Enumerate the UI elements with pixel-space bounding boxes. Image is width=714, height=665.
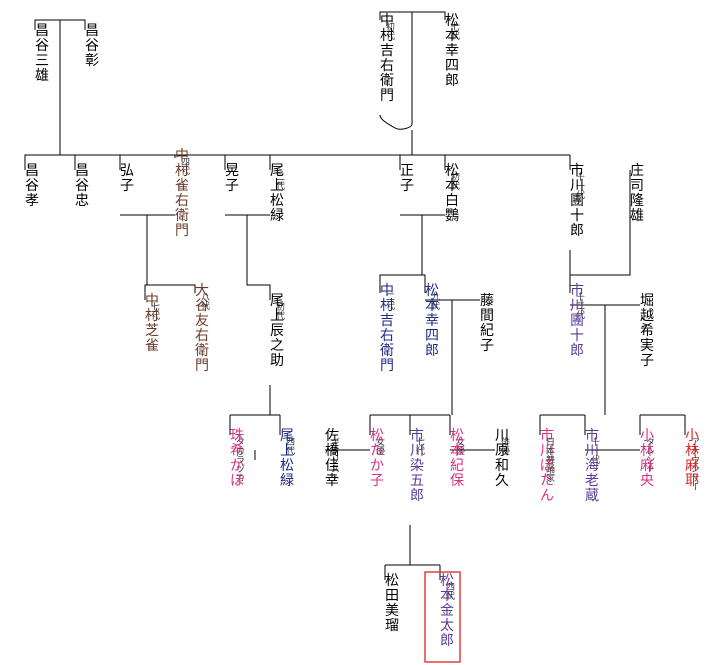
node-text: 晃子	[225, 162, 239, 193]
node-text: 松本金太郎	[440, 572, 454, 648]
node-text: 松本白鸚	[445, 162, 459, 223]
node-n20: 藤間紀子	[480, 292, 494, 353]
node-n03: 初代中村吉右衛門	[380, 12, 395, 103]
node-text: 中村雀右衛門	[175, 147, 189, 238]
node-text: 松田美瑠	[385, 572, 399, 633]
node-n12: 初代松本白鸚	[445, 162, 460, 223]
node-text: 松本紀保	[450, 427, 464, 488]
node-n02: 昌谷彰	[85, 22, 99, 68]
node-text: 中村芝雀	[145, 292, 159, 353]
node-text: 川原和久	[495, 427, 509, 488]
node-text: 市川染五郎	[410, 427, 424, 503]
node-n11: 正子	[400, 162, 414, 193]
node-n06: 昌谷忠	[75, 162, 89, 208]
node-text: 大谷友右衛門	[195, 282, 209, 373]
node-text: 昌谷孝	[25, 162, 39, 208]
node-text: 昌谷彰	[85, 22, 99, 68]
node-n01: 昌谷三雄	[35, 22, 49, 83]
node-n10: 二代尾上松緑	[270, 162, 285, 223]
node-n19: 九代松本幸四郎	[425, 282, 440, 358]
family-tree-diagram: 昌谷三雄 昌谷彰 初代中村吉右衛門 七代松本幸四郎昌谷孝 昌谷忠 弘子 四代中村雀右衛門 晃子…	[0, 0, 714, 665]
node-n30: 日本舞踊家市川ぼたん	[540, 427, 555, 503]
node-text: 藤間紀子	[480, 292, 494, 353]
node-n07: 弘子	[120, 162, 134, 193]
node-n32: タレント小林麻央	[640, 427, 655, 488]
node-n24: 四代尾上松緑	[280, 427, 295, 488]
node-n09: 晃子	[225, 162, 239, 193]
node-text: 昌谷忠	[75, 162, 89, 208]
node-text: 珠希かほ	[230, 427, 244, 488]
node-text: 尾上松緑	[270, 162, 284, 223]
node-n33: アナウンサー小林麻耶	[685, 427, 700, 491]
node-n17: 初代尾上辰之助	[270, 292, 285, 368]
node-text: 松本幸四郎	[425, 282, 439, 358]
node-text: 松本幸四郎	[445, 12, 459, 88]
node-n08: 四代中村雀右衛門	[175, 147, 190, 238]
node-n22: 堀越希実子	[640, 292, 654, 368]
node-n14: 庄司隆雄	[630, 162, 644, 223]
node-text: 庄司隆雄	[630, 162, 644, 223]
node-text: 小林麻耶	[685, 427, 699, 488]
node-n29: 俳優川原和久	[495, 427, 510, 488]
node-n15: 七代中村芝雀	[145, 292, 160, 353]
node-n13: 十一代市川團十郎	[570, 162, 585, 238]
node-text: 市川ぼたん	[540, 427, 554, 503]
node-text: 尾上辰之助	[270, 292, 284, 368]
node-n28: 女優松本紀保	[450, 427, 465, 488]
node-n34: 松田美瑠	[385, 572, 399, 633]
node-n18: 二代中村吉右衛門	[380, 282, 395, 373]
node-n27: 七代市川染五郎	[410, 427, 425, 503]
node-n04: 七代松本幸四郎	[445, 12, 460, 88]
node-text: 小林麻央	[640, 427, 654, 488]
node-text: 市川團十郎	[570, 282, 584, 358]
node-text: 弘子	[120, 162, 134, 193]
node-text: 市川團十郎	[570, 162, 584, 238]
node-text: 尾上松緑	[280, 427, 294, 488]
node-n25: ギタリスト佐橋佳幸	[325, 427, 340, 488]
node-text: 松たか子	[370, 427, 384, 488]
node-text: 昌谷三雄	[35, 22, 49, 83]
node-n26: 女優松たか子	[370, 427, 385, 488]
node-n23: タカラヅカ珠希かほ	[230, 427, 245, 488]
node-n35: 四代松本金太郎	[440, 572, 455, 648]
node-text: 正子	[400, 162, 414, 193]
node-n05: 昌谷孝	[25, 162, 39, 208]
node-text: 中村吉右衛門	[380, 282, 394, 373]
node-n31: 十一代市川海老蔵	[585, 427, 600, 503]
node-text: 市川海老蔵	[585, 427, 599, 503]
node-text: 堀越希実子	[640, 292, 654, 368]
node-n16: 八代大谷友右衛門	[195, 282, 210, 373]
node-n21: 十二代市川團十郎	[570, 282, 585, 358]
node-text: 中村吉右衛門	[380, 12, 394, 103]
node-text: 佐橋佳幸	[325, 427, 339, 488]
